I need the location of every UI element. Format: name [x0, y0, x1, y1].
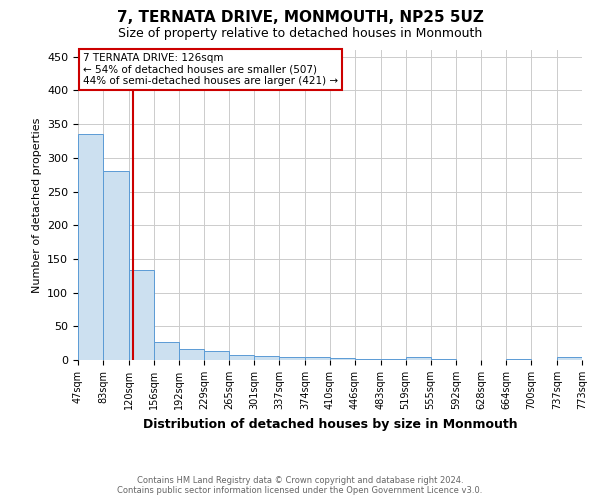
Bar: [254, 356, 280, 360]
Bar: [103, 172, 128, 360]
Bar: [179, 348, 205, 360]
Bar: [406, 358, 431, 360]
Bar: [128, 270, 154, 360]
Bar: [205, 351, 229, 360]
Text: 7, TERNATA DRIVE, MONMOUTH, NP25 5UZ: 7, TERNATA DRIVE, MONMOUTH, NP25 5UZ: [116, 10, 484, 25]
Bar: [78, 134, 103, 360]
Text: 7 TERNATA DRIVE: 126sqm
← 54% of detached houses are smaller (507)
44% of semi-d: 7 TERNATA DRIVE: 126sqm ← 54% of detache…: [83, 53, 338, 86]
Bar: [305, 358, 330, 360]
Text: Contains HM Land Registry data © Crown copyright and database right 2024.
Contai: Contains HM Land Registry data © Crown c…: [118, 476, 482, 495]
Text: Size of property relative to detached houses in Monmouth: Size of property relative to detached ho…: [118, 28, 482, 40]
Bar: [330, 358, 355, 360]
Bar: [154, 342, 179, 360]
Bar: [557, 358, 582, 360]
Bar: [280, 356, 305, 360]
Bar: [229, 354, 254, 360]
X-axis label: Distribution of detached houses by size in Monmouth: Distribution of detached houses by size …: [143, 418, 517, 430]
Y-axis label: Number of detached properties: Number of detached properties: [32, 118, 41, 292]
